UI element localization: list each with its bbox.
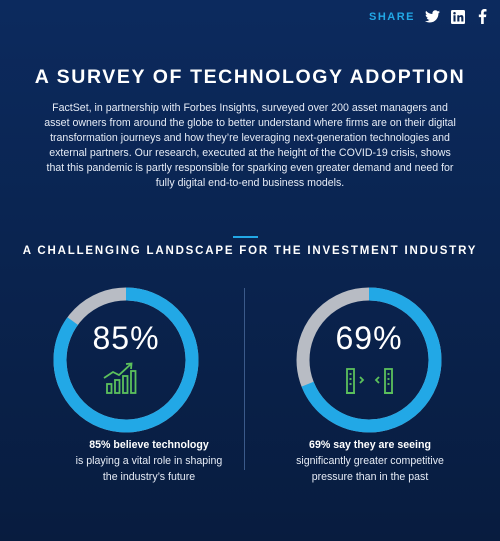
progress-ring	[296, 287, 442, 433]
intro-paragraph: FactSet, in partnership with Forbes Insi…	[44, 102, 456, 189]
stat-donut-competition: 69%	[296, 287, 442, 433]
page-title: A SURVEY OF TECHNOLOGY ADOPTION	[34, 66, 466, 88]
facebook-icon[interactable]	[475, 9, 490, 24]
stat-value: 69%	[335, 320, 403, 356]
competition-buildings-icon	[344, 361, 396, 400]
share-label: SHARE	[368, 10, 415, 23]
linkedin-icon[interactable]	[450, 9, 465, 24]
vertical-separator	[244, 288, 245, 470]
caption-text: significantly greater competitive pressu…	[296, 455, 444, 483]
stat-caption-technology: 85% believe technology is playing a vita…	[49, 437, 249, 485]
section-subtitle: A CHALLENGING LANDSCAPE FOR THE INVESTME…	[22, 245, 478, 257]
twitter-icon[interactable]	[425, 9, 440, 24]
stat-caption-competition: 69% say they are seeing significantly gr…	[270, 437, 470, 485]
growth-chart-icon	[101, 361, 153, 400]
caption-text: is playing a vital role in shaping the i…	[75, 455, 223, 483]
caption-bold: 69% say they are seeing	[309, 439, 431, 451]
share-bar: SHARE	[369, 9, 490, 24]
stat-donut-technology: 85%	[53, 287, 199, 433]
progress-ring	[53, 287, 199, 433]
section-divider	[233, 236, 258, 238]
ring-fill	[53, 287, 199, 433]
ring-fill	[296, 287, 442, 433]
caption-bold: 85% believe technology	[89, 439, 209, 451]
stat-value: 85%	[92, 320, 160, 356]
